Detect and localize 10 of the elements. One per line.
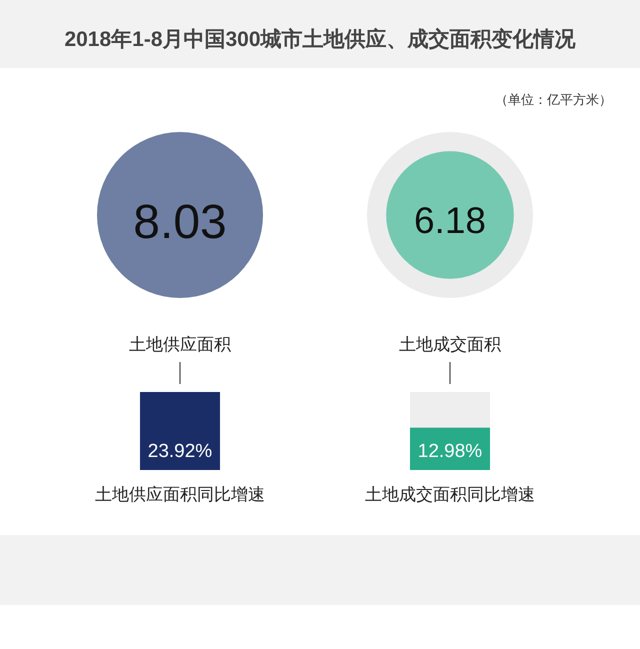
text: （单位：亿平方米） <box>495 92 612 107</box>
category-label: 土地供应面积 <box>129 335 231 354</box>
data-label: 12.98% <box>418 441 482 462</box>
x-tick-label: 土地成交面积同比增速 <box>365 485 535 504</box>
category-label: 土地成交面积 <box>399 335 501 354</box>
text: 2018年1-8月中国300城市土地供应、成交面积变化情况 <box>64 27 577 51</box>
data-label: 23.92% <box>148 441 212 462</box>
data-label: 8.03 <box>133 196 227 250</box>
x-tick-label: 土地供应面积同比增速 <box>95 485 265 504</box>
data-label: 6.18 <box>414 200 486 241</box>
